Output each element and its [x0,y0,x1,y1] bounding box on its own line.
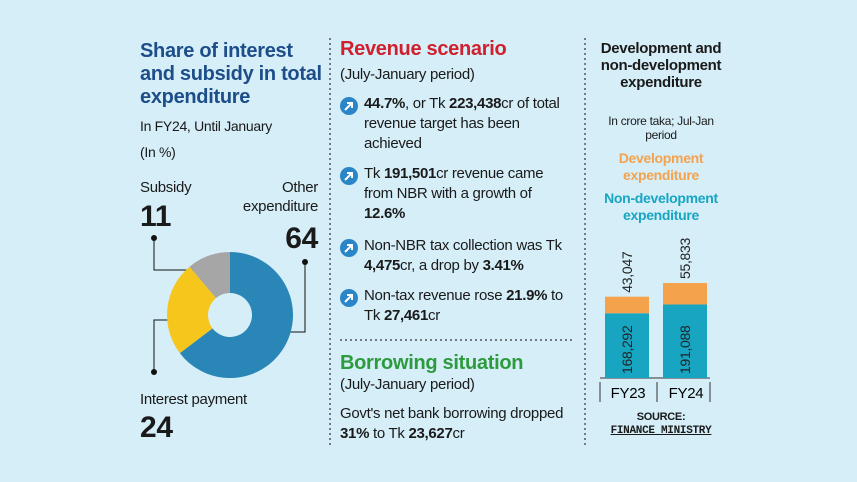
legend-entry: Development expenditure [618,150,704,183]
bullet-icon [340,97,358,115]
text-run: Govt's net bank borrowing dropped [340,405,564,422]
text-run: cr [428,307,440,324]
text-run: 191,501 [383,165,437,182]
x-tick-label: FY23 [611,385,646,402]
revenue-item: 44.7%, or Tk 223,438cr of total revenue … [340,94,575,154]
value-label: 55,833 [677,237,693,279]
text-run: Non-tax revenue rose [364,287,507,304]
source-name: FINANCE MINISTRY [610,425,712,437]
text-run: 223,438 [449,95,502,112]
bullet-icon [340,167,358,185]
text-run: 27,461 [383,307,429,324]
text-run: Tk [364,165,384,182]
revenue-item: Tk 191,501cr revenue came from NBR with … [340,164,575,224]
section-period: (July-January period) [340,66,475,83]
bar-subtitle: In crore taka; Jul-Jan period [608,114,714,142]
bullet-icon [340,289,358,307]
value-label: 191,088 [677,325,693,374]
borrowing-text: Govt's net bank borrowing dropped 31% to… [340,404,575,444]
text-run: cr of total revenue target has been achi… [364,95,560,152]
text-run: 3.41% [482,257,524,274]
section-period: (July-January period) [340,376,475,393]
text-run: cr [452,425,465,442]
text-run: cr, a drop by [400,257,483,274]
text-run: 23,627 [408,425,453,442]
text-run: , or Tk [405,95,450,112]
value-label: 168,292 [619,325,635,374]
donut-subtitle: In FY24, Until January [140,118,272,134]
text-run: 12.6% [364,205,406,222]
donut-slice [189,252,230,299]
section-title: Revenue scenario [340,38,507,60]
revenue-item: Non-tax revenue rose 21.9% to Tk 27,461c… [340,286,575,326]
revenue-item: Non-NBR tax collection was Tk 4,475cr, a… [340,236,575,276]
bar-segment [605,296,649,314]
donut-unit: (In %) [140,144,176,160]
slice-value: 11 [140,200,172,233]
leader-dot [151,235,157,241]
legend-entry: Non-development expenditure [604,190,718,223]
x-tick-label: FY24 [669,385,704,402]
text-run: to Tk [364,287,563,324]
donut-slice [167,266,216,354]
text-run: 44.7% [364,95,406,112]
value-label: 43,047 [619,251,635,293]
slice-value: 64 [285,222,318,255]
bar-segment [663,304,707,378]
slice-label: Subsidy [140,179,192,196]
text-run: 31% [340,425,370,442]
text-run: 21.9% [506,287,548,304]
leader-dot [302,259,308,265]
slice-label: Other expenditure [242,179,318,215]
slice-value: 24 [140,411,173,444]
section-title: Borrowing situation [340,352,524,374]
leader-dot [151,369,157,375]
source-label: SOURCE: [636,411,686,423]
slice-label: Interest payment [140,391,247,408]
donut-title: Share of interest and subsidy in total e… [140,40,322,108]
bar-segment [663,283,707,305]
text-run: to Tk [369,425,409,442]
text-run: Non-NBR tax collection was Tk [364,237,562,254]
bar-segment [605,313,649,378]
text-run: cr revenue came from NBR with a growth o… [364,165,544,202]
bullet-icon [340,239,358,257]
donut-slice [179,252,293,379]
bar-title: Development and non-development expendit… [600,40,722,91]
text-run: 4,475 [364,257,401,274]
